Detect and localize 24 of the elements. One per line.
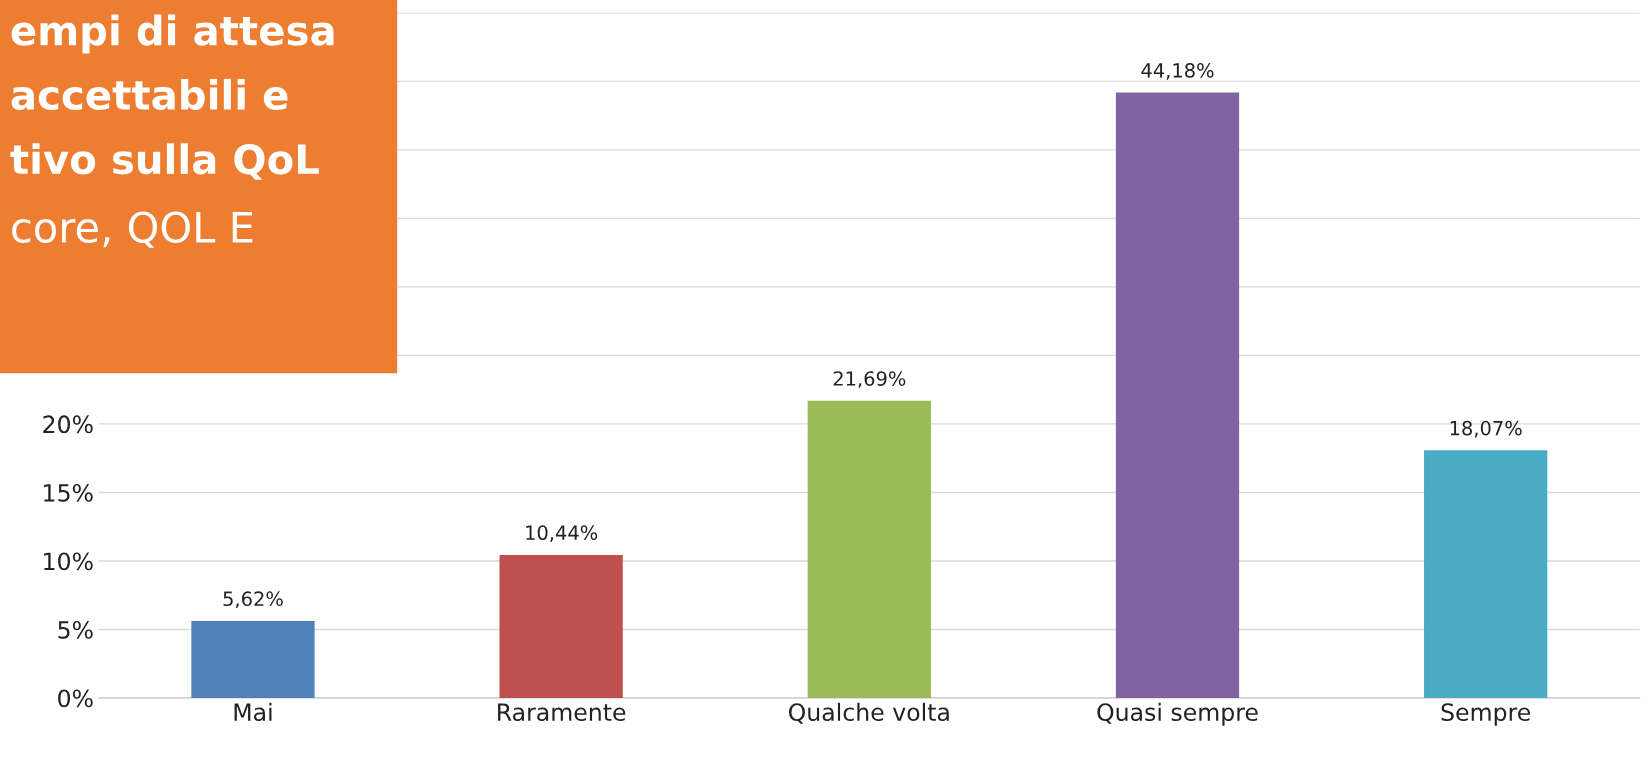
bar (807, 400, 931, 698)
bar (1424, 450, 1548, 698)
data-label: 10,44% (526, 525, 598, 543)
y-tick-label: 10% (44, 552, 93, 571)
y-tick-label: 15% (44, 483, 93, 502)
annotation: core, QOL E (12, 211, 253, 248)
x-tick-label: Mai (234, 702, 272, 722)
annotation: accettabili e (11, 78, 288, 111)
data-label: 18,07% (1450, 420, 1522, 438)
x-tick-label: Sempre (1441, 703, 1531, 726)
data-label: 5,62% (223, 591, 283, 609)
bar (1115, 92, 1240, 698)
data-label: 44,18% (1141, 63, 1214, 80)
bar (499, 554, 623, 698)
y-tick-label: 0% (58, 689, 93, 708)
y-tick-label: 5% (58, 620, 93, 639)
y-tick-label: 20% (43, 415, 93, 434)
data-label: 21,69% (833, 371, 906, 388)
bar (191, 620, 315, 698)
annotation: empi di attesa (11, 14, 334, 54)
x-tick-label: Quasi sempre (1097, 702, 1258, 726)
x-tick-label: Raramente (498, 703, 626, 722)
annotation: tivo sulla QoL (10, 143, 319, 180)
x-tick-label: Qualche volta (789, 702, 949, 724)
